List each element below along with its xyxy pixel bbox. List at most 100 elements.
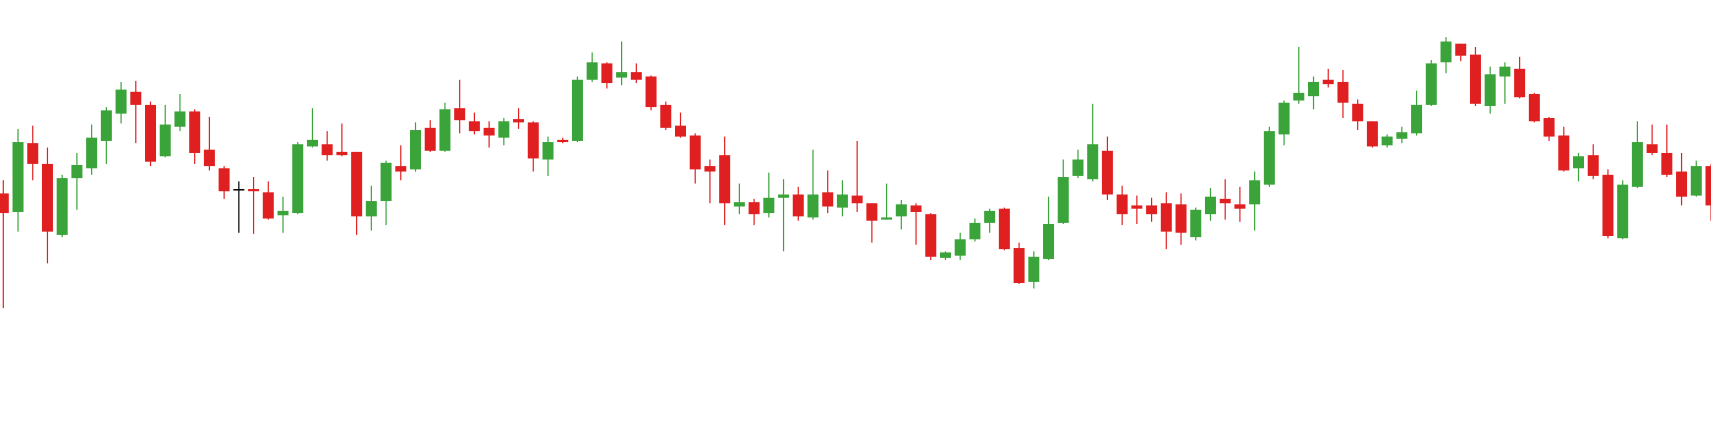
candle-body: [630, 72, 642, 80]
candle-body: [218, 168, 230, 192]
candle-body: [0, 193, 9, 214]
candle-body: [351, 151, 363, 217]
candle-body: [939, 252, 951, 258]
candle-body: [954, 239, 966, 256]
candle-body: [998, 208, 1010, 250]
candle-body: [792, 194, 804, 217]
candle-body: [1396, 132, 1408, 139]
candle-body: [1690, 166, 1702, 196]
candle-body: [1631, 142, 1643, 187]
candle-body: [836, 194, 848, 208]
candle-body: [336, 151, 348, 156]
candle-body: [130, 91, 142, 105]
candle-body: [881, 217, 893, 220]
candle-body: [1617, 184, 1629, 239]
candle-body: [527, 122, 539, 159]
candle-body: [689, 135, 701, 170]
candle-body: [1263, 131, 1275, 185]
candle-body: [1234, 204, 1246, 209]
candle-body: [1337, 81, 1349, 103]
candle-body: [1116, 194, 1128, 215]
candle-body: [56, 178, 68, 235]
candle-body: [439, 109, 451, 151]
candle-body: [1190, 209, 1202, 238]
candle-body: [822, 192, 834, 207]
candle-body: [71, 164, 83, 179]
candle-body: [41, 163, 53, 232]
candle-body: [1602, 174, 1614, 237]
candle-body: [807, 194, 819, 218]
candle-body: [1646, 144, 1658, 153]
candle-body: [513, 119, 525, 123]
candle-body: [1146, 205, 1158, 215]
candle-body: [925, 214, 937, 257]
candle-body: [483, 127, 495, 136]
candle-body: [1013, 248, 1025, 284]
candle-body: [248, 189, 260, 192]
candle-body: [1072, 159, 1084, 176]
candle-body: [1411, 104, 1423, 134]
candle-body: [292, 144, 304, 214]
candle-body: [1043, 224, 1055, 259]
candle-body: [1101, 150, 1113, 195]
candle-body: [984, 210, 996, 223]
candle-body: [1381, 136, 1393, 146]
candle-body: [1293, 92, 1305, 101]
candle-body: [1587, 155, 1599, 176]
candle-body: [1558, 135, 1570, 171]
candle-body: [601, 63, 613, 84]
candle-body: [1204, 196, 1216, 215]
candle-body: [1543, 118, 1555, 137]
candle-body: [1573, 156, 1585, 169]
candle-body: [1440, 41, 1452, 63]
candle-body: [1352, 103, 1364, 122]
candle-body: [704, 166, 716, 172]
candle-body: [12, 142, 24, 212]
candle-body: [1366, 121, 1378, 147]
candle-body: [1676, 171, 1688, 197]
candle-body: [969, 222, 981, 240]
candle-body: [1499, 66, 1511, 77]
candle-body: [233, 189, 245, 191]
candle-body: [1249, 180, 1261, 205]
candle-body: [159, 124, 171, 157]
candle-body: [1087, 144, 1099, 180]
candle-body: [1175, 204, 1187, 233]
candle-body: [1028, 256, 1040, 282]
candle-body: [498, 121, 510, 138]
candle-body: [395, 166, 407, 172]
candle-body: [262, 192, 274, 219]
candle-body: [1705, 166, 1711, 206]
candle-body: [586, 62, 598, 80]
candle-body: [910, 205, 922, 212]
candle-body: [365, 201, 377, 217]
candle-body: [410, 130, 422, 170]
candle-body: [1455, 43, 1467, 56]
candle-body: [616, 72, 628, 78]
candle-body: [645, 76, 657, 108]
candle-body: [542, 142, 554, 160]
candle-body: [380, 162, 392, 202]
candle-body: [1661, 152, 1673, 175]
candle-body: [468, 121, 480, 132]
candle-body: [306, 139, 318, 147]
candle-body: [86, 137, 98, 169]
candle-body: [866, 203, 878, 221]
candle-body: [454, 108, 466, 121]
candle-body: [424, 127, 436, 151]
candle-body: [660, 104, 672, 128]
candle-body: [27, 143, 39, 164]
candle-body: [1131, 205, 1143, 209]
candle-body: [733, 202, 745, 207]
candle-body: [1322, 79, 1334, 85]
candle-body: [1057, 177, 1069, 223]
candle-body: [557, 139, 569, 143]
candle-body: [321, 144, 333, 156]
candle-body: [1528, 93, 1540, 122]
candle-body: [189, 111, 201, 153]
candle-body: [1484, 74, 1496, 106]
candle-body: [851, 195, 863, 204]
candle-body: [1278, 102, 1290, 135]
